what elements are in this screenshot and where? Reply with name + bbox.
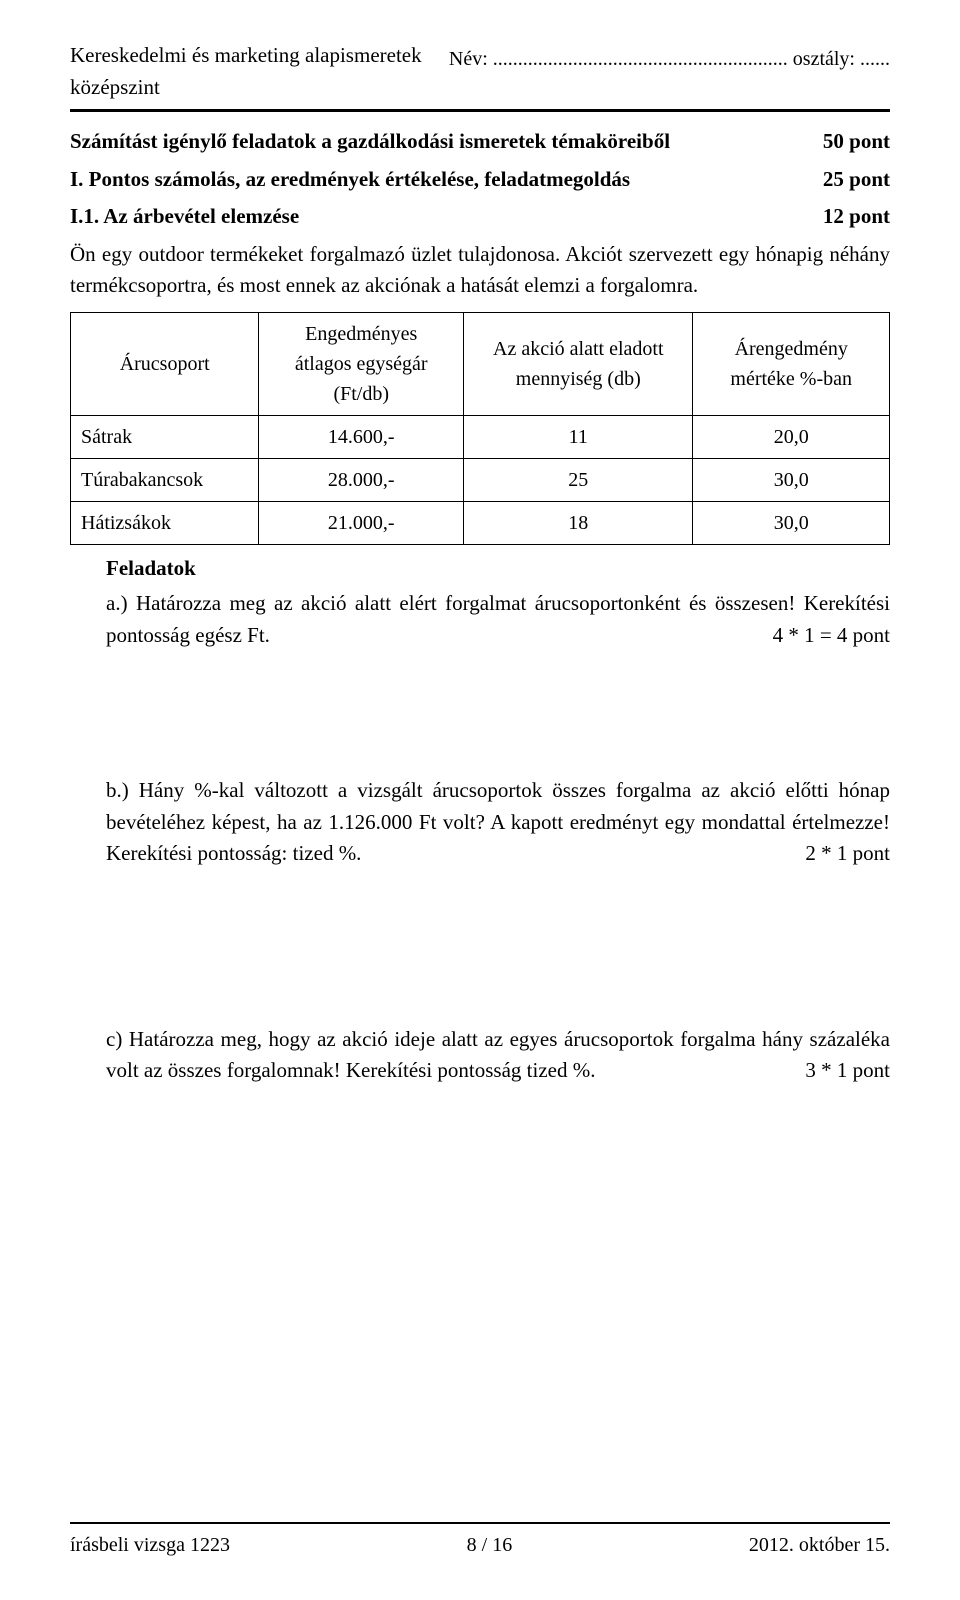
col-egysegar-l3: (Ft/db) <box>269 379 453 409</box>
cell-qty: 11 <box>464 415 693 458</box>
cell-price: 14.600,- <box>259 415 464 458</box>
sub1-row: I. Pontos számolás, az eredmények értéke… <box>70 164 890 196</box>
main-section-row: Számítást igénylő feladatok a gazdálkodá… <box>70 126 890 158</box>
cell-price: 28.000,- <box>259 458 464 501</box>
cell-disc: 30,0 <box>693 458 890 501</box>
data-table: Árucsoport Engedményes átlagos egységár … <box>70 312 890 545</box>
task-b-points: 2 * 1 pont <box>805 838 890 870</box>
col-arengedmeny: Árengedmény mértéke %-ban <box>693 312 890 415</box>
class-label: osztály: <box>793 48 855 70</box>
task-c-text: c) Határozza meg, hogy az akció ideje al… <box>106 1027 890 1083</box>
main-section-title: Számítást igénylő feladatok a gazdálkodá… <box>70 126 670 158</box>
spacer <box>70 870 890 1020</box>
name-label: Név: <box>449 48 488 70</box>
spacer <box>70 651 890 771</box>
col-egysegar: Engedményes átlagos egységár (Ft/db) <box>259 312 464 415</box>
task-c-points: 3 * 1 pont <box>805 1055 890 1087</box>
footer-left: írásbeli vizsga 1223 <box>70 1530 230 1560</box>
class-dots: ...... <box>860 44 890 74</box>
col-mennyiseg-l1: Az akció alatt eladott <box>474 334 682 364</box>
sub2-row: I.1. Az árbevétel elemzése 12 pont <box>70 201 890 233</box>
header-right: Név: ...................................… <box>449 40 890 74</box>
cell-qty: 18 <box>464 501 693 544</box>
subject-title: Kereskedelmi és marketing alapismeretek <box>70 40 422 72</box>
table-row: Túrabakancsok 28.000,- 25 30,0 <box>71 458 890 501</box>
name-dots: ........................................… <box>493 44 788 74</box>
task-b: b.) Hány %-kal változott a vizsgált áruc… <box>106 775 890 870</box>
cell-name: Sátrak <box>71 415 259 458</box>
footer-right: 2012. október 15. <box>749 1530 890 1560</box>
header-divider <box>70 109 890 112</box>
cell-disc: 30,0 <box>693 501 890 544</box>
task-c: c) Határozza meg, hogy az akció ideje al… <box>106 1024 890 1087</box>
sub1-points: 25 pont <box>823 164 890 196</box>
tasks-label: Feladatok <box>106 553 890 585</box>
col-mennyiseg: Az akció alatt eladott mennyiség (db) <box>464 312 693 415</box>
sub2-title: I.1. Az árbevétel elemzése <box>70 201 299 233</box>
col-mennyiseg-l2: mennyiség (db) <box>474 364 682 394</box>
intro-paragraph: Ön egy outdoor termékeket forgalmazó üzl… <box>70 239 890 302</box>
footer-divider <box>70 1522 890 1524</box>
table-row: Hátizsákok 21.000,- 18 30,0 <box>71 501 890 544</box>
exam-level: középszint <box>70 72 422 104</box>
col-arucsoport: Árucsoport <box>71 312 259 415</box>
table-header-row: Árucsoport Engedményes átlagos egységár … <box>71 312 890 415</box>
table-row: Sátrak 14.600,- 11 20,0 <box>71 415 890 458</box>
cell-disc: 20,0 <box>693 415 890 458</box>
page-header: Kereskedelmi és marketing alapismeretek … <box>70 40 890 103</box>
col-egysegar-l2: átlagos egységár <box>269 349 453 379</box>
cell-qty: 25 <box>464 458 693 501</box>
header-left: Kereskedelmi és marketing alapismeretek … <box>70 40 422 103</box>
col-arengedmeny-l1: Árengedmény <box>703 334 879 364</box>
col-arengedmeny-l2: mértéke %-ban <box>703 364 879 394</box>
sub1-title: I. Pontos számolás, az eredmények értéke… <box>70 164 630 196</box>
task-b-text: b.) Hány %-kal változott a vizsgált áruc… <box>106 778 890 865</box>
cell-name: Hátizsákok <box>71 501 259 544</box>
main-section-points: 50 pont <box>823 126 890 158</box>
col-egysegar-l1: Engedményes <box>269 319 453 349</box>
footer-center: 8 / 16 <box>467 1530 513 1560</box>
cell-price: 21.000,- <box>259 501 464 544</box>
sub2-points: 12 pont <box>823 201 890 233</box>
page-footer: írásbeli vizsga 1223 8 / 16 2012. októbe… <box>70 1512 890 1561</box>
task-a: a.) Határozza meg az akció alatt elért f… <box>106 588 890 651</box>
task-a-points: 4 * 1 = 4 pont <box>773 620 890 652</box>
cell-name: Túrabakancsok <box>71 458 259 501</box>
